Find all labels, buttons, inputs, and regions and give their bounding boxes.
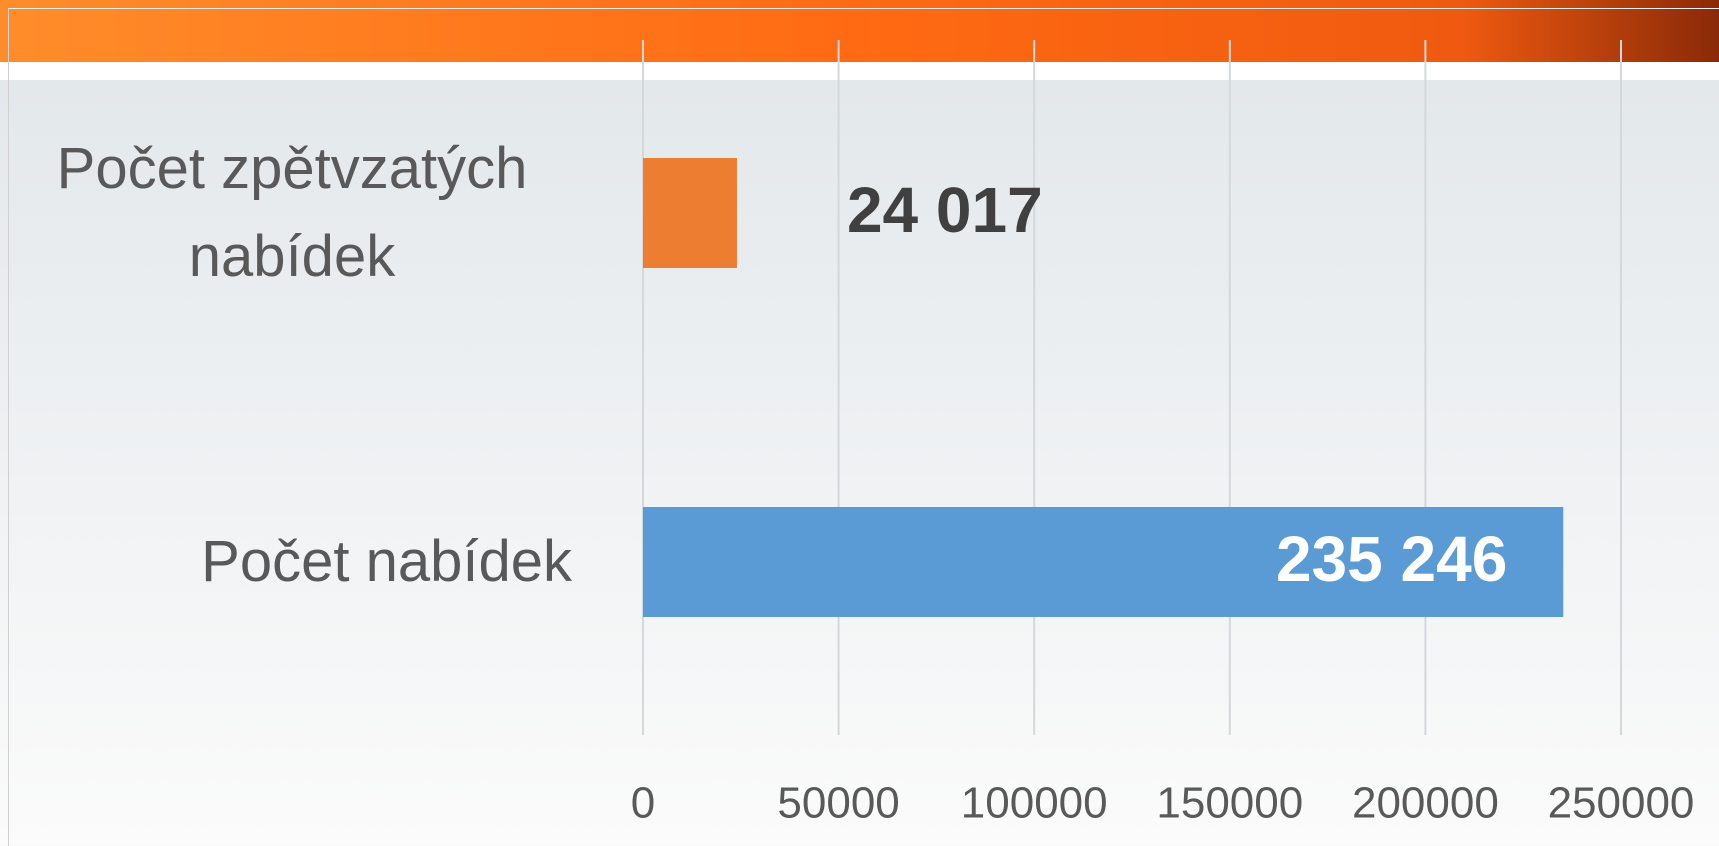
x-tick-label: 150000: [1156, 779, 1303, 828]
x-tick-label: 0: [631, 779, 655, 828]
slide-frame: [8, 8, 1719, 846]
data-label: 235 246: [1276, 523, 1507, 595]
x-tick-label: 100000: [961, 779, 1108, 828]
data-label: 24 017: [847, 174, 1043, 246]
bar: [643, 158, 737, 268]
x-tick-label: 50000: [777, 779, 899, 828]
bar: [643, 507, 1564, 617]
y-tick-label: Počet nabídek: [201, 529, 572, 594]
x-tick-label: 200000: [1352, 779, 1499, 828]
x-tick-label: 250000: [1548, 779, 1695, 828]
header-band: [0, 0, 1719, 62]
header-strip: [0, 62, 1719, 80]
y-tick-label: Počet zpětvzatých nabídek: [56, 136, 528, 289]
